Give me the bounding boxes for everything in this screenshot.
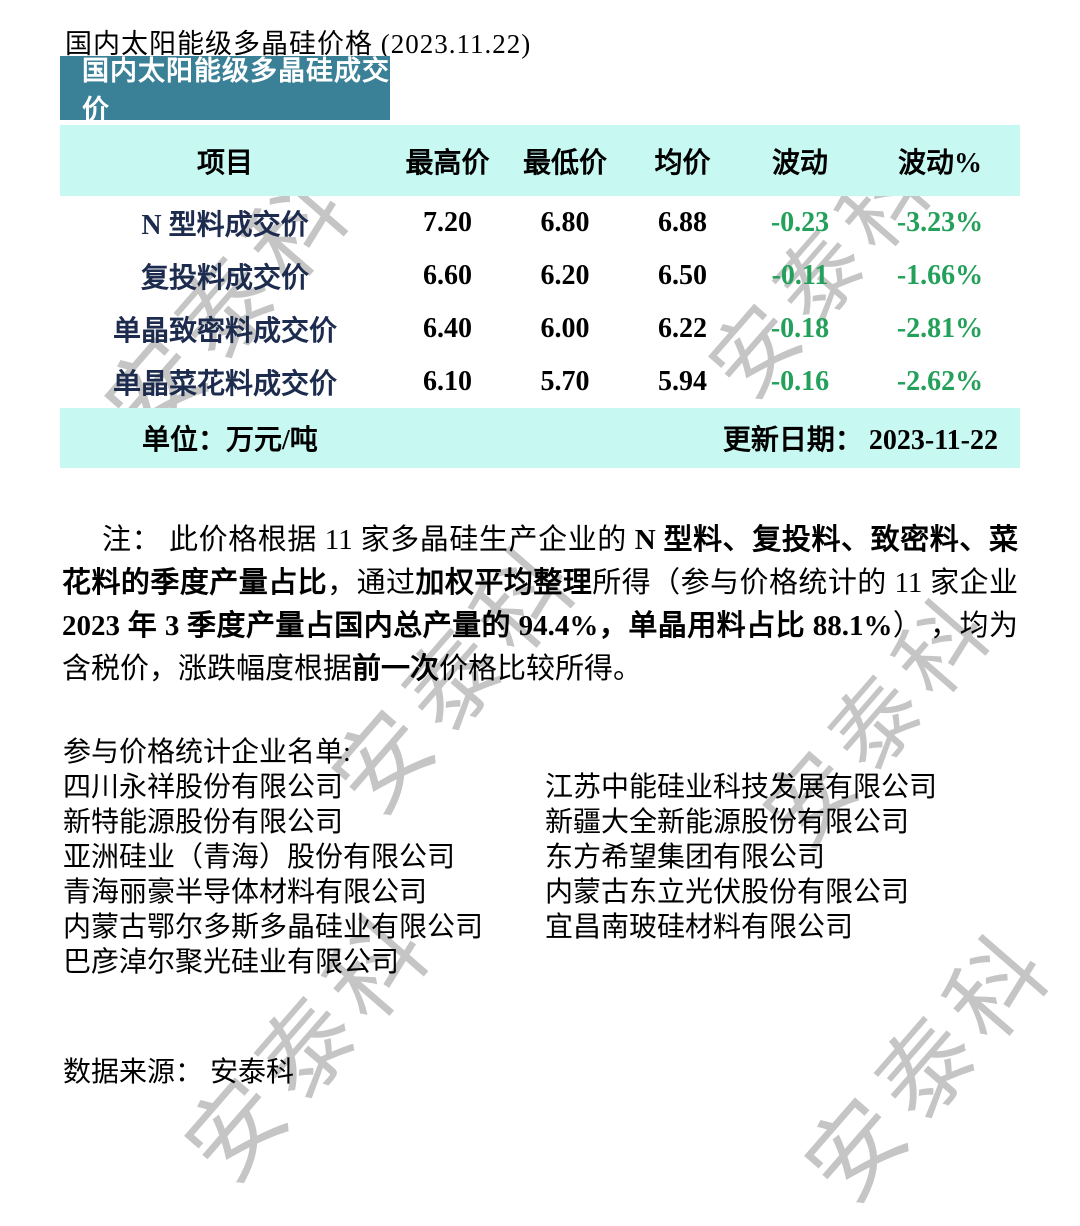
high-cell: 7.20 [423,206,472,238]
page-title: 国内太阳能级多晶硅价格 (2023.11.22) [65,29,532,59]
change-pct-cell: -2.62% [896,365,984,397]
item-cell: 复投料成交价 [140,262,309,294]
note-segment: 的季度产量占比 [120,567,328,599]
change-cell: -0.16 [770,365,830,397]
table-header-row: 项目 最高价 最低价 均价 波动 波动% [60,125,1020,196]
change-cell: -0.11 [771,259,829,291]
company-name: 东方希望集团有限公司 [545,842,826,873]
company-list-heading: 参与价格统计企业名单: [63,737,351,768]
high-cell: 6.40 [423,312,472,344]
note-segment: 前一次 [352,653,440,685]
company-name: 青海丽豪半导体材料有限公司 [63,877,428,908]
change-pct-cell: -3.23% [896,206,984,238]
note-segment: 价格比较所得。 [439,653,643,685]
document-page: 安泰科 安泰科 安泰科 安泰科 安泰科 安泰科 国内太阳能级多晶硅价格 (202… [60,29,1077,1222]
avg-cell: 6.88 [658,206,707,238]
item-cell: 单晶致密料成交价 [112,315,337,347]
table-row: 单晶致密料成交价 6.40 6.00 6.22 -0.18 -2.81% [60,302,1020,355]
note-segment: 所得（参与价格统计的 11 家企业 [592,567,1018,599]
avg-cell: 6.22 [658,312,707,344]
section-badge-label: 国内太阳能级多晶硅成交价 [82,56,390,125]
note-paragraph: 注： 此价格根据 11 家多晶硅生产企业的 N 型料、复投料、致密料、菜花料的季… [62,519,1018,691]
table-row: 复投料成交价 6.60 6.20 6.50 -0.11 -1.66% [60,249,1020,302]
company-name: 亚洲硅业（青海）股份有限公司 [63,842,456,873]
company-name: 内蒙古鄂尔多斯多晶硅业有限公司 [63,912,484,943]
change-cell: -0.23 [770,206,830,238]
column-header-change: 波动 [771,147,828,179]
low-cell: 6.20 [540,259,590,291]
column-header-high: 最高价 [405,147,490,179]
data-source: 数据来源： 安泰科 [63,1057,295,1088]
column-header-change-pct: 波动% [897,147,982,179]
change-cell: -0.18 [770,312,830,344]
low-cell: 6.80 [540,206,590,238]
note-segment: ，通过 [327,567,416,599]
update-date-value: 2023-11-22 [868,425,998,456]
company-name: 江苏中能硅业科技发展有限公司 [545,772,938,803]
note-segment: ） ，均为含税价，涨跌幅度根据 [62,610,1018,685]
item-cell: N 型料成交价 [141,209,309,241]
avg-cell: 6.50 [658,259,707,291]
company-name: 四川永祥股份有限公司 [63,772,344,803]
column-header-item: 项目 [196,147,253,179]
column-header-avg: 均价 [654,147,711,179]
table-row: 单晶菜花料成交价 6.10 5.70 5.94 -0.16 -2.62% [60,355,1020,408]
company-name: 新疆大全新能源股份有限公司 [545,807,910,838]
low-cell: 5.70 [540,365,590,397]
item-cell: 单晶菜花料成交价 [112,368,337,400]
change-pct-cell: -2.81% [896,312,984,344]
price-table: 项目 最高价 最低价 均价 波动 波动% N 型料成交价 7.20 6.80 6… [60,125,1020,408]
low-cell: 6.00 [540,312,590,344]
company-name: 宜昌南玻硅材料有限公司 [545,912,854,943]
high-cell: 6.60 [423,259,472,291]
change-pct-cell: -1.66% [896,259,984,291]
note-segment: N 型料、复投料、致密料、菜花料 [62,524,1018,599]
section-badge: 国内太阳能级多晶硅成交价 [60,56,390,125]
company-name: 巴彦淖尔聚光硅业有限公司 [63,947,400,978]
column-header-low: 最低价 [522,147,607,179]
note-segment: 2023 年 3 季度产量占国内总产量的 94.4%，单晶用料占比 88.1% [62,610,893,642]
avg-cell: 5.94 [658,365,707,397]
table-row: N 型料成交价 7.20 6.80 6.88 -0.23 -3.23% [60,196,1020,249]
note-segment: 加权平均整理 [415,567,593,599]
unit-label: 单位：万元/吨 [142,425,318,456]
update-date-label: 更新日期： [722,425,863,456]
high-cell: 6.10 [423,365,472,397]
company-name: 内蒙古东立光伏股份有限公司 [545,877,910,908]
table-footer-band: 单位：万元/吨 更新日期： 2023-11-22 [60,408,1020,468]
company-name: 新特能源股份有限公司 [63,807,344,838]
note-segment: 注： 此价格根据 11 家多晶硅生产企业的 [102,524,635,556]
company-list-section: 参与价格统计企业名单: 四川永祥股份有限公司 新特能源股份有限公司 亚洲硅业（青… [63,735,1020,980]
update-date: 更新日期： 2023-11-22 [717,418,998,458]
